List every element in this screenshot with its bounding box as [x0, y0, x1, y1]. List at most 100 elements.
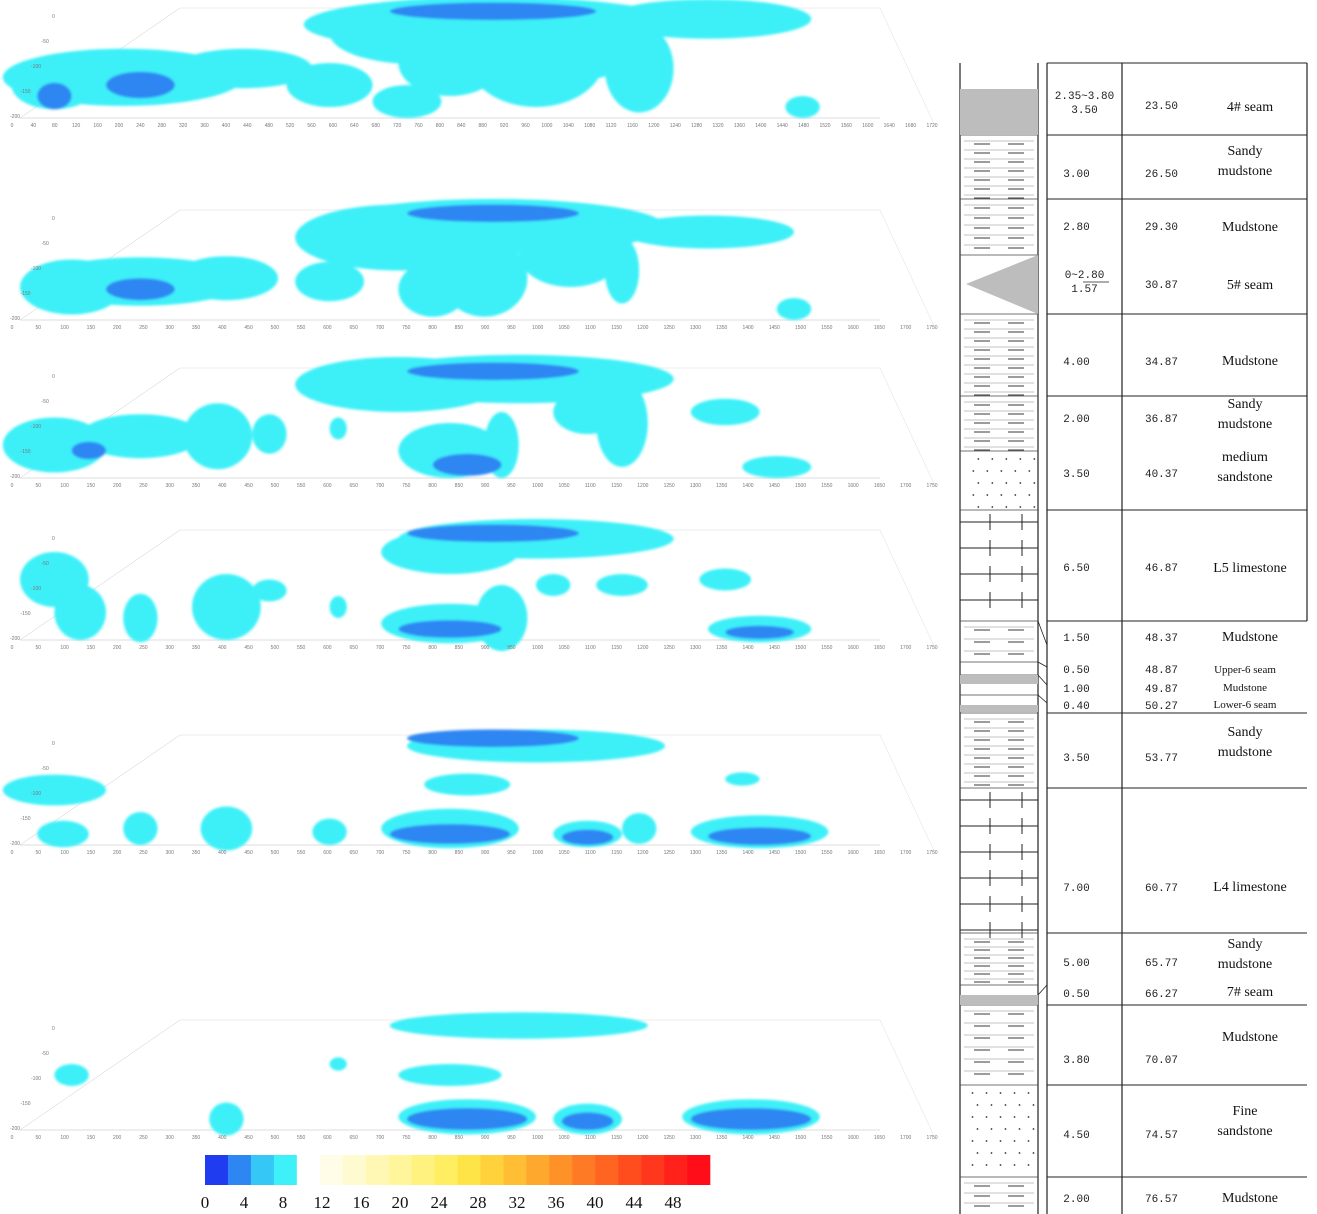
y-tick-label: -200	[10, 1126, 20, 1132]
x-tick-label: 200	[113, 1135, 122, 1141]
strata-row: 1.00 49.87 Mudstone	[1063, 682, 1267, 696]
x-tick-label: 750	[402, 850, 411, 856]
stratum-name: Sandy mudstone	[1218, 144, 1272, 179]
x-tick-label: 1550	[821, 483, 832, 489]
contour-region	[622, 813, 657, 844]
contour-region	[536, 574, 571, 596]
thickness: 6.50	[1063, 563, 1089, 575]
colorbar-cell	[388, 1155, 412, 1185]
x-tick-label: 640	[350, 123, 359, 129]
y-tick-label: 0	[52, 374, 55, 380]
colorbar-cell	[434, 1155, 458, 1185]
x-tick-label: 100	[60, 1135, 69, 1141]
x-tick-label: 850	[455, 1135, 464, 1141]
y-tick-label: 0	[52, 216, 55, 222]
colorbar-cell	[641, 1155, 665, 1185]
stratum-name: 4# seam	[1227, 100, 1273, 115]
x-tick-label: 450	[244, 645, 253, 651]
x-tick-label: 800	[428, 1135, 437, 1141]
x-tick-label: 600	[323, 1135, 332, 1141]
depth: 48.37	[1145, 633, 1178, 645]
colorbar-label: 28	[470, 1193, 487, 1212]
x-tick-label: 1400	[742, 325, 753, 331]
depth: 48.87	[1145, 665, 1178, 677]
x-tick-label: 400	[218, 850, 227, 856]
x-tick-label: 150	[87, 483, 96, 489]
y-tick-label: -150	[21, 291, 31, 297]
x-tick-label: 650	[350, 325, 359, 331]
stratum-name: Mudstone	[1222, 1030, 1278, 1045]
thickness: 3.50	[1063, 753, 1089, 765]
x-tick-label: 700	[376, 1135, 385, 1141]
x-tick-label: 0	[11, 645, 14, 651]
x-tick-label: 200	[113, 645, 122, 651]
x-tick-label: 100	[60, 483, 69, 489]
thickness-range: 0~2.80	[1065, 270, 1105, 282]
contour-region	[518, 221, 623, 287]
thickness: 2.00	[1063, 414, 1089, 426]
x-tick-label: 250	[139, 850, 148, 856]
thickness: 2.80	[1063, 222, 1089, 234]
colorbar-cell	[572, 1155, 596, 1185]
contour-region-deep	[407, 1108, 528, 1130]
contour-region	[123, 812, 158, 845]
colorbar-cells	[205, 1155, 711, 1185]
x-tick-label: 1000	[541, 123, 552, 129]
x-tick-label: 450	[244, 850, 253, 856]
x-tick-label: 650	[350, 645, 359, 651]
x-tick-label: 50	[36, 325, 42, 331]
x-tick-label: 280	[158, 123, 167, 129]
stress-colorbar: 0 4 8 12 16 20 24 28 32 36 40 44 48	[201, 1155, 711, 1212]
x-tick-label: 1450	[769, 850, 780, 856]
contour-region	[329, 417, 347, 440]
contour-region	[622, 215, 794, 249]
stratum-name: 5# seam	[1227, 278, 1273, 293]
y-tick-label: -150	[21, 816, 31, 822]
x-tick-label: 700	[376, 325, 385, 331]
x-tick-label: 1250	[664, 1135, 675, 1141]
x-tick-label: 1500	[795, 1135, 806, 1141]
contour-region	[441, 239, 528, 317]
colorbar-cell	[503, 1155, 527, 1185]
x-tick-label: 1550	[821, 850, 832, 856]
x-tick-label: 1050	[558, 1135, 569, 1141]
x-tick-label: 450	[244, 1135, 253, 1141]
x-tick-label: 550	[297, 483, 306, 489]
contour-region	[54, 585, 106, 640]
stratum-name: L4 limestone	[1213, 880, 1287, 895]
x-tick-label: 1040	[563, 123, 574, 129]
x-tick-label: 1350	[716, 1135, 727, 1141]
depth: 65.77	[1145, 958, 1178, 970]
strata-row: 4.50 74.57 Fine sandstone	[1063, 1104, 1272, 1142]
contour-region	[2, 417, 106, 473]
depth: 36.87	[1145, 414, 1178, 426]
colorbar-label: 0	[201, 1193, 210, 1212]
x-tick-label: 800	[428, 850, 437, 856]
x-tick-label: 200	[113, 850, 122, 856]
x-tick-label: 1560	[841, 123, 852, 129]
depth: 26.50	[1145, 169, 1178, 181]
x-tick-label: 1500	[795, 483, 806, 489]
thickness: 2.00	[1063, 1194, 1089, 1206]
contour-region-deep	[690, 1108, 812, 1130]
x-tick-label: 700	[376, 645, 385, 651]
colorbar-label: 36	[548, 1193, 565, 1212]
x-tick-label: 1480	[798, 123, 809, 129]
x-tick-label: 700	[376, 850, 385, 856]
contour-region-deep	[398, 620, 502, 638]
colorbar-cell	[250, 1155, 275, 1185]
x-tick-label: 1250	[664, 325, 675, 331]
x-tick-label: 1300	[690, 325, 701, 331]
contour-region-deep	[407, 204, 579, 223]
x-tick-label: 450	[244, 483, 253, 489]
x-tick-label: 1200	[648, 123, 659, 129]
x-tick-label: 1600	[848, 1135, 859, 1141]
stratum-name: Fine sandstone	[1217, 1104, 1272, 1139]
x-tick-label: 1680	[905, 123, 916, 129]
x-tick-label: 1650	[874, 325, 885, 331]
x-tick-label: 1640	[884, 123, 895, 129]
x-tick-label: 1300	[690, 645, 701, 651]
x-tick-label: 1450	[769, 1135, 780, 1141]
stratum-name: L5 limestone	[1213, 561, 1287, 576]
stratum-name: Mudstone	[1223, 682, 1267, 694]
